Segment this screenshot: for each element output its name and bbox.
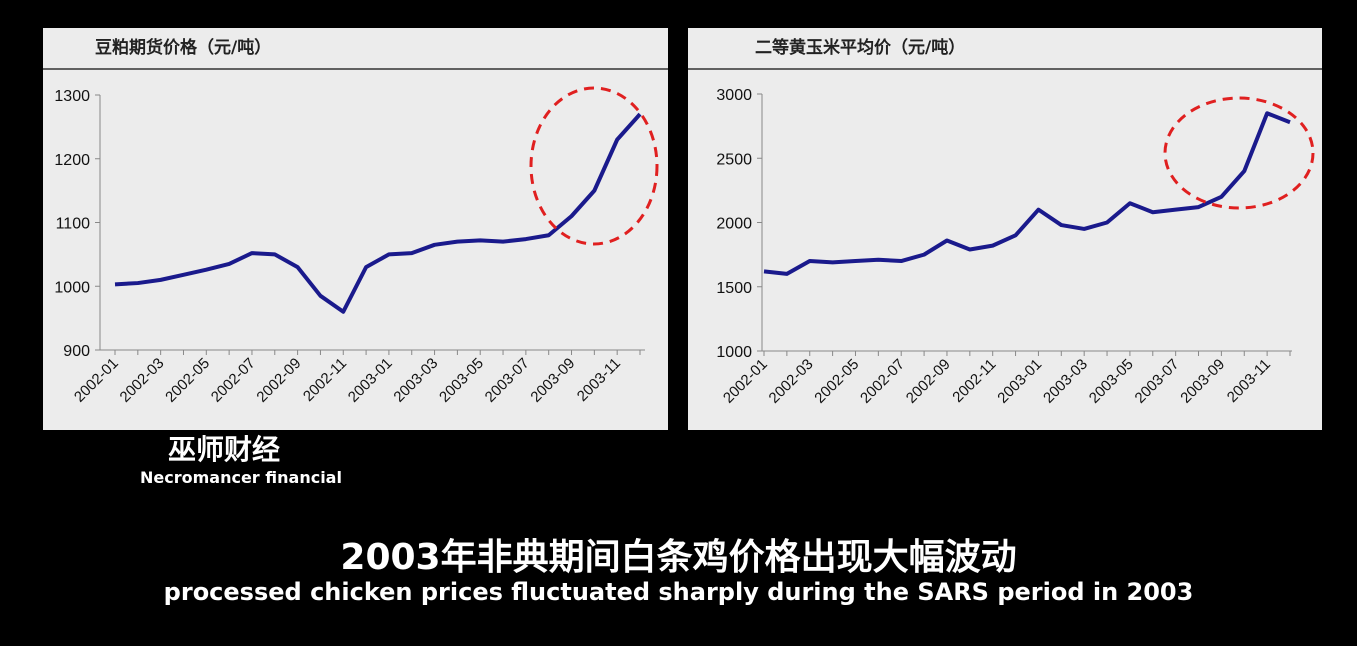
subtitle: 2003年非典期间白条鸡价格出现大幅波动 bbox=[340, 537, 1017, 578]
subtitle: processed chicken prices fluctuated shar… bbox=[163, 578, 1194, 606]
y-tick-label: 2000 bbox=[716, 216, 752, 233]
data-line bbox=[763, 111, 1291, 276]
chart-title: 二等黄玉米平均价（元/吨） bbox=[755, 37, 965, 58]
watermark: 巫师财经 bbox=[168, 433, 281, 466]
highlight-ellipse bbox=[529, 86, 659, 246]
chart-title: 豆粕期货价格（元/吨） bbox=[95, 37, 271, 58]
y-tick-label: 1000 bbox=[716, 344, 752, 361]
panel bbox=[688, 28, 1322, 430]
y-tick-label: 1100 bbox=[56, 216, 91, 233]
highlight-ellipse bbox=[1163, 96, 1315, 210]
watermark: Necromancer financial bbox=[140, 468, 342, 487]
y-tick-label: 1300 bbox=[54, 88, 90, 105]
y-tick-label: 900 bbox=[63, 343, 90, 360]
panel bbox=[43, 28, 668, 430]
y-tick-label: 2500 bbox=[716, 151, 752, 168]
y-tick-label: 1000 bbox=[54, 279, 90, 296]
y-tick-label: 1200 bbox=[54, 152, 90, 169]
data-line bbox=[114, 112, 642, 314]
y-tick-label: 3000 bbox=[716, 87, 752, 104]
y-tick-label: 1500 bbox=[716, 280, 752, 297]
